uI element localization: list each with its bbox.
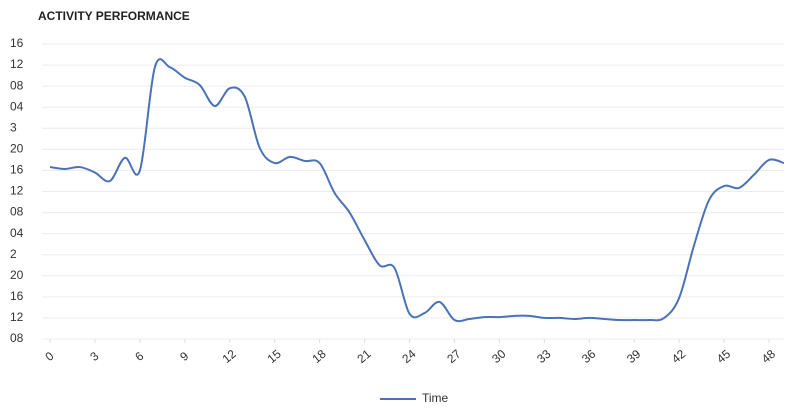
y-tick-label: 20 bbox=[10, 142, 24, 156]
y-tick-label: 16 bbox=[10, 163, 24, 177]
y-tick-label: 12 bbox=[10, 57, 24, 71]
x-tick-label: 39 bbox=[624, 347, 643, 367]
x-tick-label: 48 bbox=[759, 347, 778, 367]
x-tick-label: 24 bbox=[399, 347, 418, 367]
x-tick-label: 12 bbox=[220, 347, 239, 367]
y-tick-label: 08 bbox=[10, 331, 24, 345]
x-tick-label: 33 bbox=[534, 347, 553, 367]
y-tick-label: 08 bbox=[10, 78, 24, 92]
legend-label: Time bbox=[422, 391, 449, 405]
x-tick-label: 6 bbox=[132, 349, 146, 364]
x-tick-label: 15 bbox=[265, 347, 284, 367]
chart-title: ACTIVITY PERFORMANCE bbox=[38, 9, 190, 23]
y-tick-label: 12 bbox=[10, 184, 24, 198]
y-tick-label: 3 bbox=[10, 120, 17, 134]
y-tick-label: 16 bbox=[10, 289, 24, 303]
x-tick-label: 45 bbox=[714, 347, 733, 367]
y-tick-label: 16 bbox=[10, 36, 24, 50]
y-tick-label: 04 bbox=[10, 226, 24, 240]
x-tick-label: 21 bbox=[354, 347, 373, 367]
y-tick-label: 20 bbox=[10, 268, 24, 282]
y-tick-label: 04 bbox=[10, 99, 24, 113]
x-tick-label: 27 bbox=[444, 347, 463, 367]
y-tick-label: 2 bbox=[10, 247, 17, 261]
x-tick-label: 42 bbox=[669, 347, 688, 367]
y-tick-label: 12 bbox=[10, 310, 24, 324]
x-tick-label: 30 bbox=[489, 347, 508, 367]
x-tick-label: 9 bbox=[177, 349, 191, 364]
x-tick-label: 36 bbox=[579, 347, 598, 367]
x-tick-label: 0 bbox=[42, 349, 56, 364]
x-tick-label: 18 bbox=[309, 347, 328, 367]
data-line bbox=[49, 58, 785, 323]
y-tick-label: 08 bbox=[10, 205, 24, 219]
x-tick-label: 3 bbox=[87, 349, 101, 364]
